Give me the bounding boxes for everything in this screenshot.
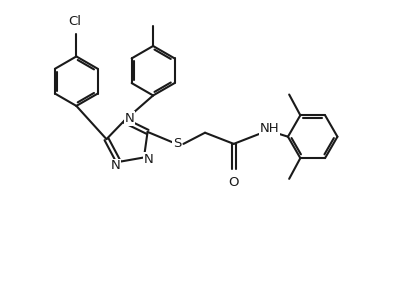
Text: O: O xyxy=(229,176,239,189)
Text: NH: NH xyxy=(260,122,280,135)
Text: N: N xyxy=(111,160,120,173)
Text: N: N xyxy=(144,153,154,166)
Text: S: S xyxy=(173,137,181,150)
Text: Cl: Cl xyxy=(68,15,81,28)
Text: N: N xyxy=(124,112,134,125)
